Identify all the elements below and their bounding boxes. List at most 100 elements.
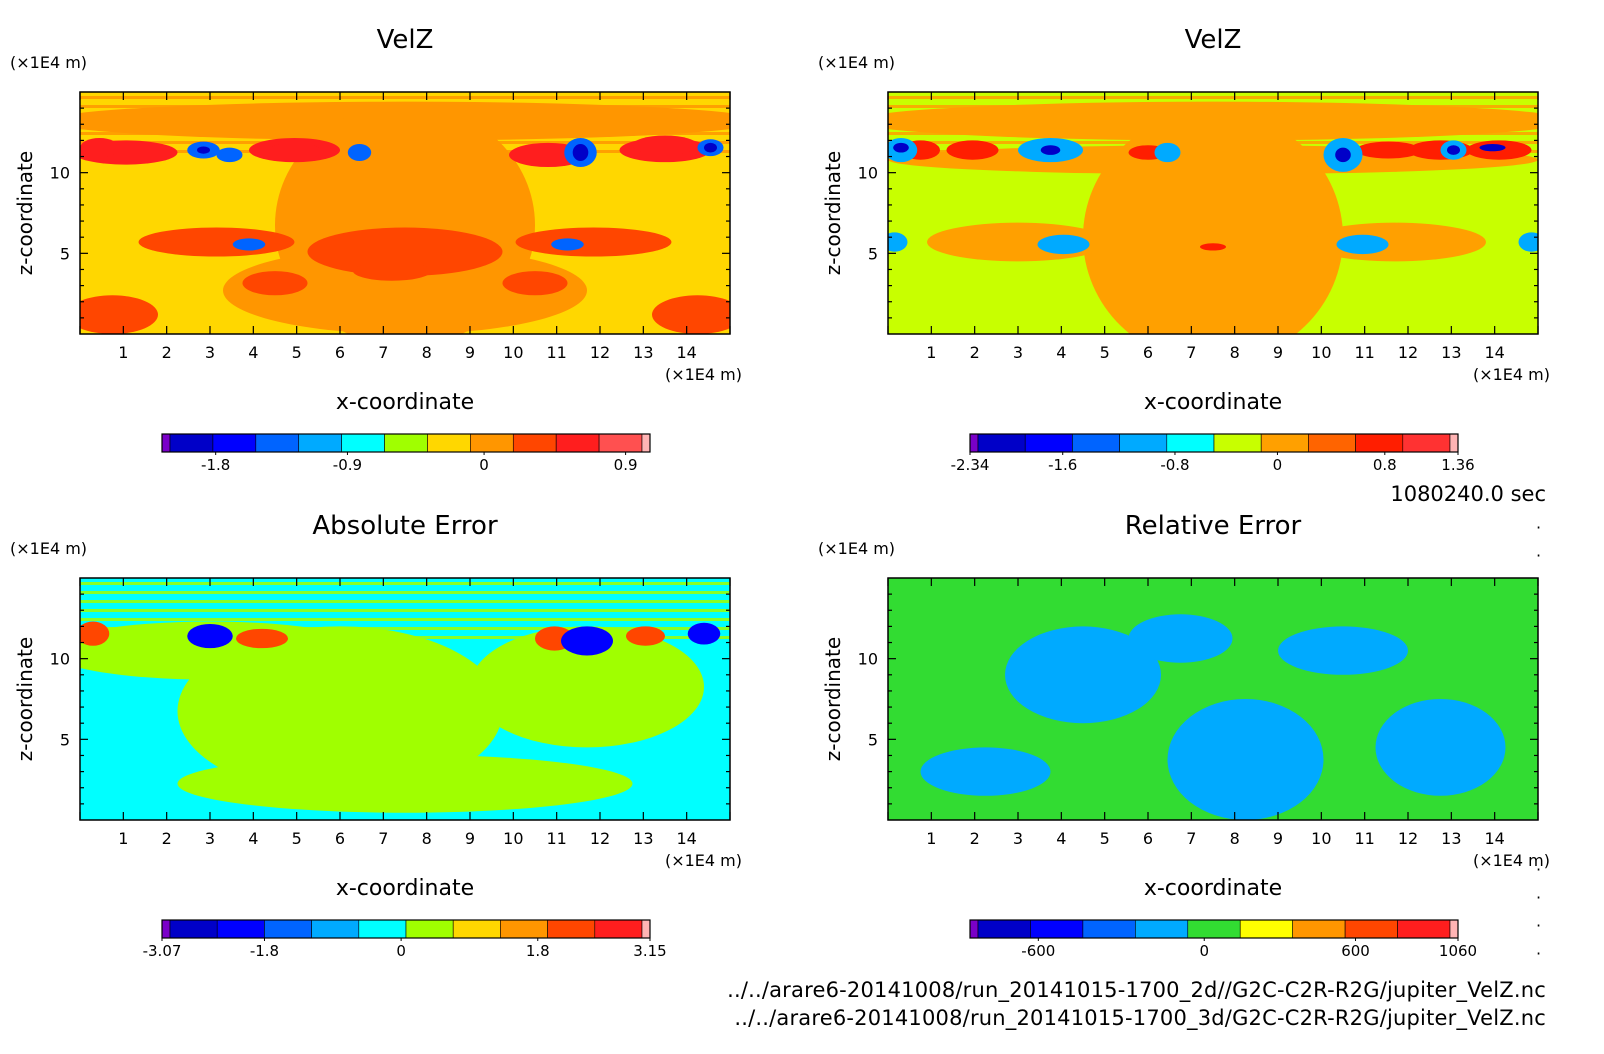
x-tick-label: 2 [970, 343, 980, 362]
contour-patch [1154, 142, 1181, 163]
colorbar-swatch [1397, 919, 1451, 939]
contour-patch [572, 144, 589, 161]
colorbar-swatch [212, 433, 257, 453]
x-tick-label: 13 [633, 343, 653, 362]
colorbar-swatch [547, 919, 596, 939]
x-tick-label: 11 [1354, 829, 1374, 848]
colorbar-swatch [405, 919, 454, 939]
colorbar-swatch [641, 433, 651, 453]
y-axis-label: z-coordinate [13, 151, 37, 275]
contour-patch [893, 142, 909, 153]
contour-patch [1040, 145, 1061, 155]
plot-frame [79, 577, 731, 821]
chart-title: VelZ [1185, 25, 1242, 55]
x-tick-label: 10 [503, 343, 523, 362]
colorbar-swatch [598, 433, 643, 453]
x-unit-label: (×1E4 m) [1473, 365, 1550, 384]
colorbar-swatch [969, 433, 979, 453]
contour-patch [1336, 234, 1389, 255]
file-path-3d: ../../arare6-20141008/run_20141015-1700_… [734, 1006, 1546, 1030]
colorbar-label: -1.6 [1048, 456, 1077, 474]
x-tick-label: 12 [1398, 343, 1418, 362]
contour-field [888, 92, 1538, 334]
colorbar-frame [161, 433, 651, 453]
contour-patch [353, 261, 431, 281]
colorbar-swatch [641, 919, 651, 939]
colorbar-swatch [452, 919, 501, 939]
colorbar-label: 1.36 [1441, 456, 1474, 474]
colorbar-swatch [169, 919, 218, 939]
contour-patch [1375, 699, 1506, 796]
contour-patch [80, 621, 373, 680]
x-tick-label: 3 [1013, 829, 1023, 848]
y-tick-label: 10 [50, 650, 70, 669]
x-tick-label: 11 [1354, 343, 1374, 362]
x-tick-label: 1 [926, 829, 936, 848]
contour-patch [80, 295, 158, 334]
x-tick-label: 10 [1311, 829, 1331, 848]
contour-band [80, 627, 730, 630]
colorbar-swatch [1166, 433, 1215, 453]
colorbar-frame [969, 919, 1459, 939]
x-tick-label: 4 [1056, 343, 1066, 362]
colorbar-swatch [311, 919, 360, 939]
plot-frame [79, 91, 731, 335]
time-label: 1080240.0 sec [1390, 482, 1546, 506]
contour-patch [1479, 144, 1506, 152]
contour-patch [1167, 699, 1324, 820]
colorbar-frame [161, 919, 651, 939]
colorbar-swatch [512, 433, 557, 453]
plot-frame [887, 577, 1539, 821]
x-tick-label: 8 [422, 343, 432, 362]
colorbar-label: -1.8 [201, 456, 230, 474]
contour-field [80, 578, 730, 820]
colorbar-swatch [1030, 919, 1084, 939]
x-tick-label: 3 [205, 829, 215, 848]
y-tick-label: 5 [868, 730, 878, 749]
y-axis-label: z-coordinate [13, 637, 37, 761]
contour-patch [216, 147, 243, 163]
y-axis-label: z-coordinate [821, 637, 845, 761]
colorbar-swatch [1187, 919, 1241, 939]
x-tick-label: 8 [1230, 343, 1240, 362]
contour-band [80, 96, 730, 99]
contour-patch [1005, 626, 1161, 724]
contour-patch [1304, 222, 1486, 262]
colorbar-label: 0 [479, 456, 489, 474]
x-tick-label: 4 [1056, 829, 1066, 848]
x-tick-label: 2 [970, 829, 980, 848]
contour-patch [1037, 234, 1090, 255]
y-tick-label: 10 [50, 164, 70, 183]
contour-patch [632, 135, 698, 155]
contour-patch [1518, 232, 1538, 252]
contour-patch [242, 271, 308, 296]
x-tick-label: 1 [118, 343, 128, 362]
colorbar-label: 0 [1273, 456, 1283, 474]
colorbar-label: 600 [1341, 942, 1370, 960]
colorbar-swatch [1292, 919, 1346, 939]
contour-patch [652, 295, 730, 334]
x-tick-label: 4 [248, 829, 258, 848]
contour-band [80, 600, 730, 603]
colorbar-swatch [341, 433, 385, 453]
x-tick-label: 3 [1013, 343, 1023, 362]
colorbar-label: -0.9 [333, 456, 362, 474]
contour-patch [80, 621, 110, 646]
contour-patch [80, 137, 119, 158]
colorbar-swatch [264, 919, 312, 939]
contour-field [80, 92, 730, 334]
contour-patch [236, 628, 288, 649]
colorbar-label: 0.8 [1373, 456, 1397, 474]
x-tick-label: 5 [1100, 343, 1110, 362]
contour-patch [1200, 243, 1226, 251]
colorbar-swatch [1135, 919, 1189, 939]
x-tick-label: 5 [292, 343, 302, 362]
colorbar-label: -600 [1021, 942, 1055, 960]
panel-3: Absolute Error(×1E4 m)(×1E4 m)1 2 3 4 5 6 7 8 9 1… [10, 511, 742, 960]
contour-patch [687, 622, 721, 645]
y-tick-label: 10 [858, 164, 878, 183]
chart-title: VelZ [377, 25, 434, 55]
contour-patch [232, 238, 266, 251]
colorbar-label: 0.9 [614, 456, 638, 474]
